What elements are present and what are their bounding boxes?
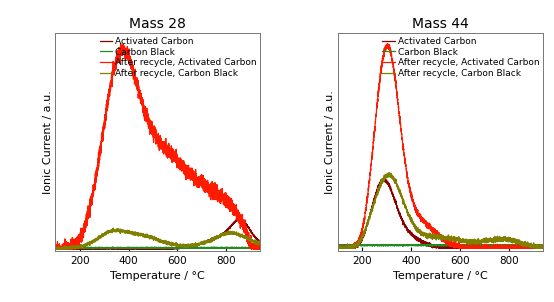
Activated Carbon (253, 237, 260, 240)
Title: Mass 44: Mass 44 (412, 17, 469, 31)
X-axis label: Temperature / °C: Temperature / °C (393, 271, 488, 281)
Line: After recycle, Activated Carbon: After recycle, Activated Carbon (338, 43, 543, 248)
After recycle, Activated Carbon (358, 230, 365, 234)
After recycle, Carbon Black (335, 246, 341, 249)
After recycle, Activated Carbon (540, 246, 546, 250)
After recycle, Carbon Black (140, 235, 146, 238)
Activated Carbon (514, 245, 520, 249)
After recycle, Carbon Black (536, 245, 542, 249)
After recycle, Activated Carbon (422, 224, 429, 228)
Carbon Black (253, 246, 260, 249)
After recycle, Activated Carbon (536, 246, 542, 250)
Carbon Black (117, 246, 124, 250)
After recycle, Carbon Black (514, 238, 520, 242)
Activated Carbon (335, 246, 341, 249)
Carbon Black (335, 243, 341, 247)
Line: After recycle, Activated Carbon: After recycle, Activated Carbon (55, 43, 260, 249)
After recycle, Activated Carbon (413, 209, 420, 213)
Carbon Black (413, 243, 420, 247)
Activated Carbon (381, 176, 388, 180)
Legend: Activated Carbon, Carbon Black, After recycle, Activated Carbon, After recycle, : Activated Carbon, Carbon Black, After re… (99, 36, 258, 79)
After recycle, Activated Carbon (52, 247, 59, 251)
After recycle, Carbon Black (540, 246, 546, 249)
Activated Carbon (335, 246, 341, 250)
After recycle, Activated Carbon (514, 244, 520, 248)
After recycle, Activated Carbon (140, 111, 146, 114)
Carbon Black (536, 243, 542, 247)
Activated Carbon (540, 246, 546, 250)
After recycle, Carbon Black (370, 203, 377, 207)
After recycle, Activated Carbon (52, 246, 59, 249)
Activated Carbon (370, 200, 377, 204)
After recycle, Carbon Black (413, 227, 420, 230)
Carbon Black (52, 246, 59, 249)
Carbon Black (231, 246, 238, 249)
After recycle, Carbon Black (231, 230, 238, 234)
After recycle, Activated Carbon (335, 246, 341, 249)
Activated Carbon (358, 238, 365, 242)
Line: After recycle, Carbon Black: After recycle, Carbon Black (55, 228, 260, 249)
Carbon Black (88, 246, 94, 250)
Activated Carbon (536, 246, 542, 250)
After recycle, Carbon Black (52, 246, 59, 250)
After recycle, Activated Carbon (253, 247, 260, 250)
After recycle, Activated Carbon (75, 237, 82, 241)
Carbon Black (393, 243, 399, 246)
After recycle, Carbon Black (75, 245, 82, 248)
Line: Activated Carbon: Activated Carbon (338, 178, 543, 248)
Carbon Black (75, 246, 82, 249)
After recycle, Carbon Black (335, 246, 341, 250)
Line: After recycle, Carbon Black: After recycle, Carbon Black (338, 172, 543, 248)
Carbon Black (540, 243, 546, 247)
After recycle, Activated Carbon (131, 71, 137, 75)
Activated Carbon (231, 221, 238, 225)
Carbon Black (110, 245, 116, 249)
After recycle, Carbon Black (110, 226, 116, 230)
After recycle, Carbon Black (88, 242, 94, 245)
Carbon Black (399, 244, 406, 248)
Y-axis label: Ionic Current / a.u.: Ionic Current / a.u. (325, 90, 335, 194)
Activated Carbon (131, 247, 137, 250)
After recycle, Carbon Black (386, 171, 393, 174)
Carbon Black (514, 243, 520, 247)
Y-axis label: Ionic Current / a.u.: Ionic Current / a.u. (43, 90, 53, 194)
Activated Carbon (75, 247, 82, 250)
After recycle, Carbon Black (52, 247, 59, 251)
Activated Carbon (422, 243, 429, 247)
After recycle, Activated Carbon (370, 139, 377, 142)
After recycle, Activated Carbon (257, 247, 264, 251)
After recycle, Carbon Black (257, 242, 264, 246)
Carbon Black (358, 243, 365, 247)
Activated Carbon (88, 247, 94, 251)
Activated Carbon (52, 247, 59, 251)
Line: Carbon Black: Carbon Black (338, 244, 543, 246)
Carbon Black (370, 244, 377, 247)
Carbon Black (140, 246, 146, 250)
X-axis label: Temperature / °C: Temperature / °C (110, 271, 205, 281)
After recycle, Carbon Black (422, 236, 429, 239)
Line: Activated Carbon: Activated Carbon (55, 219, 260, 249)
After recycle, Carbon Black (358, 236, 365, 240)
Line: Carbon Black: Carbon Black (55, 247, 260, 248)
Carbon Black (131, 246, 137, 249)
Activated Carbon (52, 247, 59, 250)
Legend: Activated Carbon, Carbon Black, After recycle, Activated Carbon, After recycle, : Activated Carbon, Carbon Black, After re… (382, 36, 540, 79)
Carbon Black (422, 244, 429, 248)
After recycle, Activated Carbon (384, 42, 391, 45)
Title: Mass 28: Mass 28 (130, 17, 186, 31)
After recycle, Activated Carbon (335, 246, 341, 250)
After recycle, Activated Carbon (231, 203, 238, 206)
Activated Carbon (236, 217, 243, 220)
Activated Carbon (257, 240, 264, 244)
Carbon Black (257, 246, 264, 249)
After recycle, Activated Carbon (88, 204, 94, 207)
After recycle, Carbon Black (253, 241, 260, 244)
Activated Carbon (140, 247, 146, 251)
After recycle, Activated Carbon (117, 42, 124, 45)
After recycle, Carbon Black (131, 231, 137, 235)
Activated Carbon (413, 236, 420, 240)
